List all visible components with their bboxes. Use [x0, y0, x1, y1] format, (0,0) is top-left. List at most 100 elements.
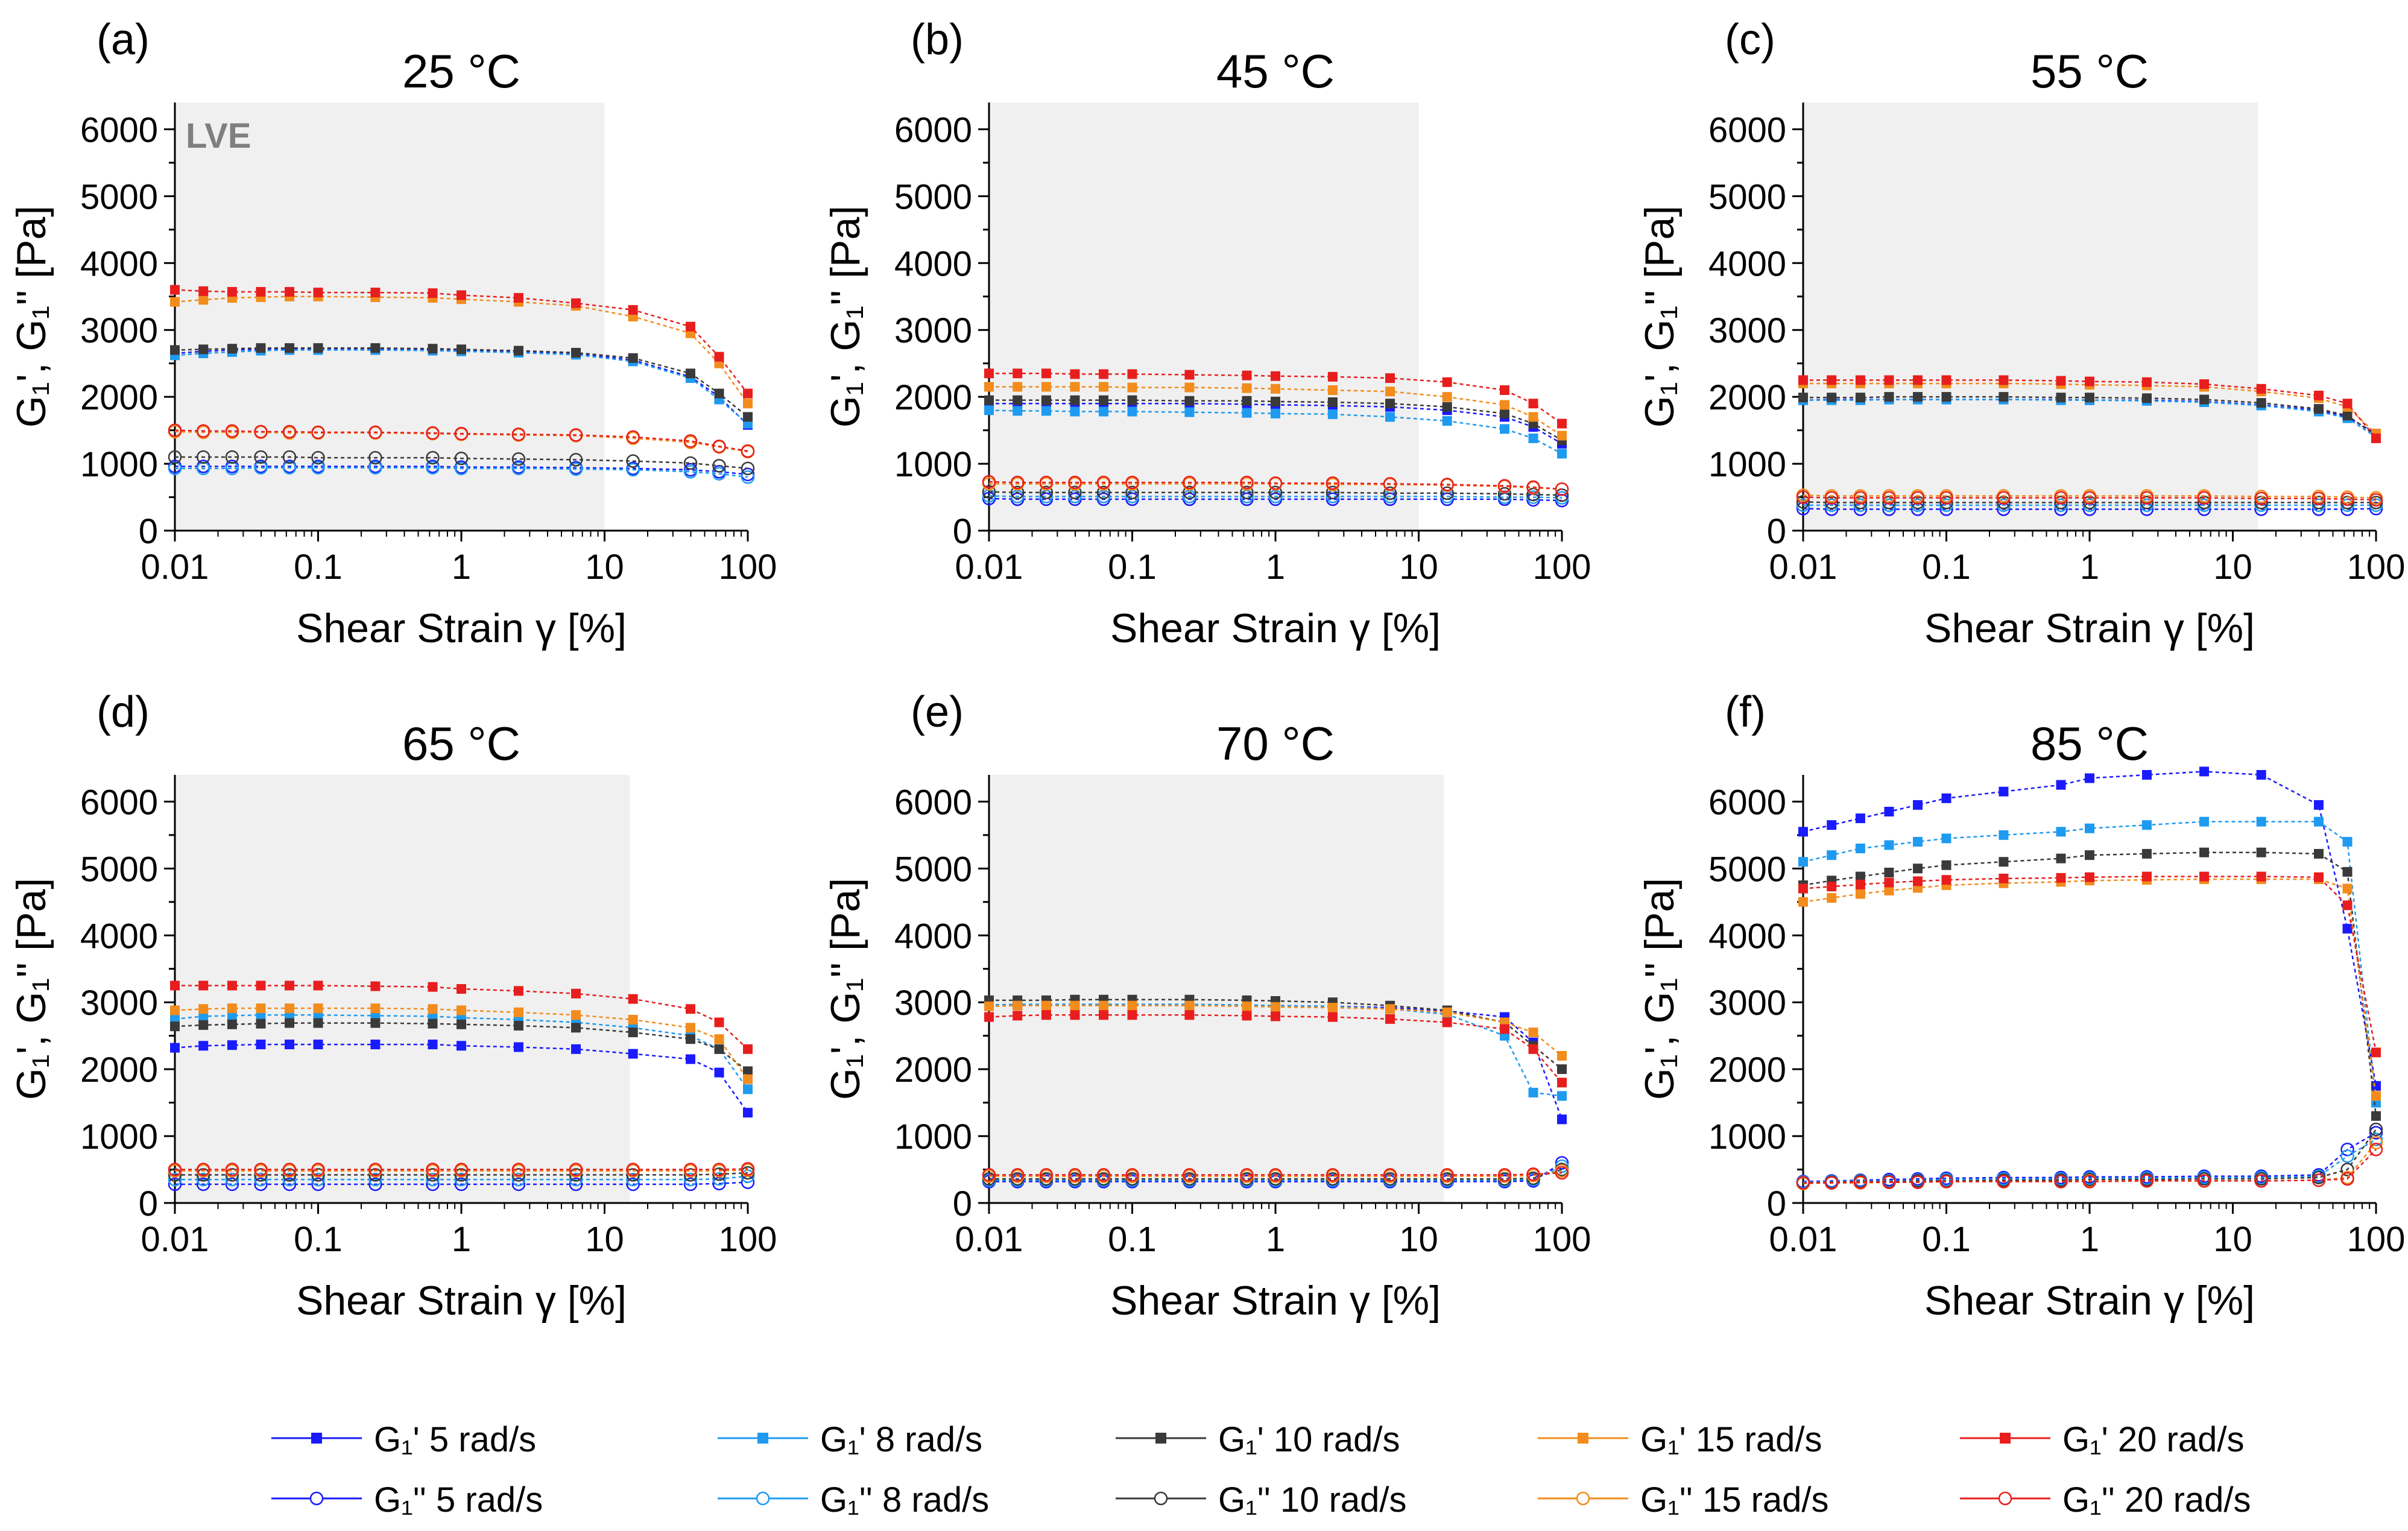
- data-point: [256, 286, 266, 297]
- data-point: [285, 1040, 295, 1050]
- data-point: [1184, 1000, 1195, 1011]
- data-point: [2056, 873, 2066, 883]
- data-point: [285, 1018, 295, 1028]
- legend-marker: [309, 1491, 324, 1506]
- legend-label: G₁' 8 rad/s: [820, 1420, 982, 1459]
- data-point: [741, 470, 755, 484]
- data-point: [254, 1177, 268, 1192]
- data-point: [227, 1040, 237, 1050]
- data-point: [683, 465, 698, 479]
- data-point: [2256, 398, 2266, 408]
- data-point: [1242, 396, 1252, 406]
- lve-region: [175, 775, 630, 1203]
- data-point: [984, 1012, 994, 1022]
- data-point: [2313, 816, 2324, 827]
- legend-marker: [1578, 1433, 1588, 1444]
- y-tick-label: 4000: [894, 244, 972, 283]
- data-point: [513, 986, 523, 996]
- data-point: [511, 1163, 526, 1176]
- data-point: [714, 352, 724, 362]
- data-point: [313, 1040, 323, 1050]
- data-point: [2197, 491, 2211, 505]
- data-point: [454, 1177, 469, 1192]
- panel-label: (d): [96, 688, 150, 736]
- data-point: [714, 1034, 724, 1044]
- data-point: [1442, 1007, 1452, 1017]
- y-axis-label: G₁', G₁'' [Pa]: [8, 206, 54, 428]
- data-point: [2369, 1135, 2383, 1150]
- lve-region: [989, 103, 1419, 531]
- legend-label: G₁'' 20 rad/s: [2062, 1480, 2251, 1520]
- data-point: [1882, 491, 1896, 505]
- data-point: [2256, 770, 2266, 780]
- data-point: [1557, 449, 1567, 459]
- y-tick-label: 1000: [894, 1117, 972, 1157]
- data-point: [1127, 369, 1137, 379]
- data-point: [1039, 1168, 1054, 1182]
- data-point: [1068, 1168, 1082, 1182]
- x-tick-label: 100: [719, 548, 777, 587]
- x-tick-label: 0.1: [294, 548, 343, 587]
- data-point: [714, 1017, 724, 1028]
- data-point: [712, 1163, 726, 1176]
- data-point: [1442, 392, 1452, 402]
- data-point: [170, 297, 180, 307]
- data-point: [1099, 395, 1109, 405]
- data-point: [2256, 871, 2266, 882]
- series-line: [1803, 1149, 2377, 1184]
- data-point: [2054, 491, 2068, 505]
- y-tick-label: 5000: [1708, 850, 1786, 889]
- data-point: [1385, 387, 1395, 397]
- data-point: [1070, 369, 1080, 379]
- x-tick-label: 100: [2347, 1220, 2406, 1259]
- legend-marker: [1998, 1491, 2012, 1506]
- panel-b: 0 1000 2000 3000 4000 5000 6000 0.01 0.1 1 10 100 (b…: [823, 16, 1591, 651]
- data-point: [1327, 371, 1338, 382]
- data-point: [712, 1167, 726, 1181]
- data-point: [368, 1163, 382, 1176]
- series-line: [175, 1172, 748, 1176]
- data-point: [1041, 1000, 1051, 1011]
- data-point: [712, 439, 726, 453]
- y-tick-label: 0: [139, 512, 158, 551]
- panel-title: 25 °C: [402, 45, 520, 98]
- data-point: [313, 288, 323, 298]
- data-point: [311, 425, 325, 440]
- legend-marker: [2000, 1433, 2011, 1444]
- series-line: [174, 431, 748, 453]
- x-tick-label: 100: [719, 1220, 777, 1259]
- data-point: [2342, 924, 2353, 934]
- data-point: [1884, 840, 1894, 850]
- data-point: [1127, 406, 1137, 417]
- data-point: [1855, 871, 1865, 882]
- series-line: [989, 483, 1563, 490]
- data-point: [1910, 491, 1925, 505]
- y-tick-label: 6000: [80, 110, 158, 150]
- data-point: [743, 1044, 753, 1054]
- data-point: [311, 450, 325, 465]
- data-point: [198, 295, 209, 305]
- data-point: [198, 1020, 209, 1030]
- data-point: [1824, 1176, 1839, 1190]
- data-point: [368, 1172, 382, 1187]
- data-point: [454, 1163, 469, 1176]
- data-point: [626, 1172, 640, 1187]
- y-tick-label: 2000: [894, 378, 972, 417]
- data-point: [2141, 377, 2152, 387]
- series-line: [989, 373, 1563, 425]
- data-point: [1440, 1168, 1454, 1182]
- data-point: [741, 461, 755, 476]
- legend-marker: [756, 1491, 770, 1506]
- data-point: [1827, 393, 1837, 403]
- data-point: [1271, 1011, 1280, 1021]
- panel-label: (c): [1725, 16, 1775, 64]
- y-tick-label: 6000: [1708, 110, 1786, 150]
- data-point: [1184, 370, 1195, 380]
- data-point: [1528, 412, 1538, 422]
- data-point: [511, 461, 526, 476]
- data-point: [428, 344, 438, 354]
- series-line: [174, 1022, 748, 1072]
- data-point: [225, 1177, 239, 1192]
- data-point: [1528, 399, 1538, 409]
- lve-region: [989, 775, 1444, 1203]
